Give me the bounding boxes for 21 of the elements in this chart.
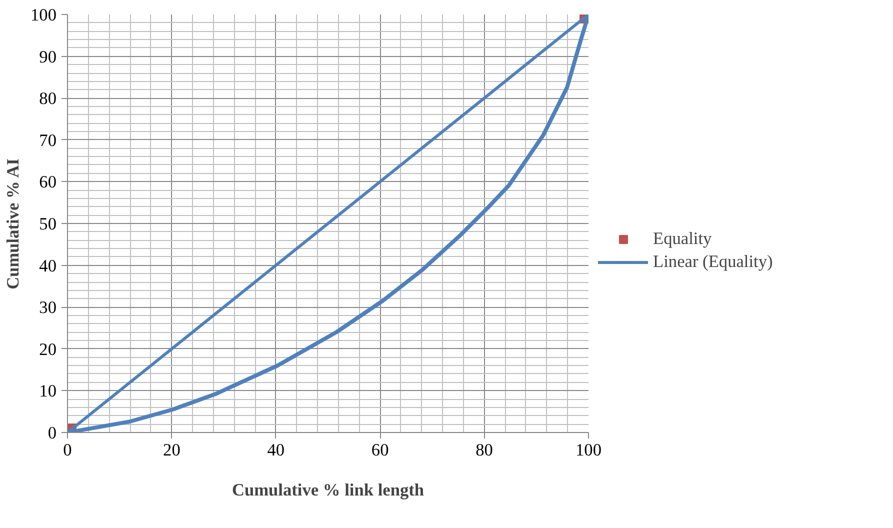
x-axis-title: Cumulative % link length xyxy=(232,480,424,500)
x-tick-label: 0 xyxy=(63,440,72,460)
legend-label: Linear (Equality) xyxy=(653,252,773,272)
y-tick-label: 50 xyxy=(39,214,56,234)
y-tick-label: 10 xyxy=(39,382,56,401)
y-tick-label: 90 xyxy=(39,47,56,66)
x-tick-label: 80 xyxy=(476,440,493,460)
y-tick-label: 30 xyxy=(39,298,56,318)
y-tick-label: 80 xyxy=(39,89,56,108)
y-tick-label: 0 xyxy=(48,424,57,442)
x-tick-label: 60 xyxy=(371,440,389,460)
x-tick-label: 40 xyxy=(267,440,285,460)
y-tick-label: 100 xyxy=(30,6,57,24)
legend-label: Equality xyxy=(653,229,712,249)
y-axis-title: Cumulative % AI xyxy=(4,158,23,290)
y-tick-label: 40 xyxy=(39,256,56,276)
y-tick-label: 70 xyxy=(39,130,56,150)
y-tick-label: 60 xyxy=(39,172,56,192)
x-tick-label: 100 xyxy=(576,440,602,460)
y-tick-label: 20 xyxy=(39,340,56,359)
x-tick-label: 20 xyxy=(163,440,180,460)
